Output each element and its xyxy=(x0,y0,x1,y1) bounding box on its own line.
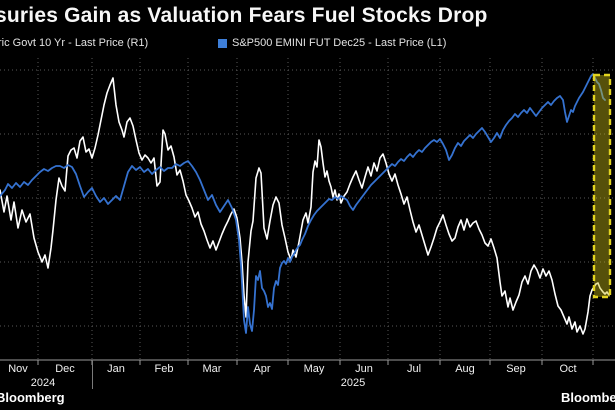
month-label-apr: Apr xyxy=(253,363,271,375)
legend-item-govt-10yr: ric Govt 10 Yr - Last Price (R1) xyxy=(0,37,148,49)
bloomberg-logo-left: Bloomberg xyxy=(0,390,65,405)
highlight-box-border xyxy=(592,73,612,299)
chart-title: suries Gain as Valuation Fears Fuel Stoc… xyxy=(0,4,488,27)
chart-svg xyxy=(0,58,615,365)
blue-square-legend-icon xyxy=(218,38,227,48)
legend-label-sp500-emini: S&P500 EMINI FUT Dec25 - Last Price (L1) xyxy=(232,37,447,49)
govt-10yr-line xyxy=(0,77,610,335)
month-label-sep: Sep xyxy=(506,363,526,375)
month-label-oct: Oct xyxy=(559,363,577,375)
sp500-emini-line xyxy=(0,73,606,334)
month-label-jan: Jan xyxy=(107,363,125,375)
chart-legend: ric Govt 10 Yr - Last Price (R1) S&P500 … xyxy=(0,37,615,51)
x-axis-month-labels: Nov Dec Jan Feb Mar Apr May Jun Jul Aug Sep Oct xyxy=(0,363,615,376)
month-label-nov: Nov xyxy=(8,363,28,375)
legend-item-sp500-emini: S&P500 EMINI FUT Dec25 - Last Price (L1) xyxy=(218,37,446,49)
month-label-dec: Dec xyxy=(55,363,75,375)
chart-plot-area xyxy=(0,55,615,367)
month-label-mar: Mar xyxy=(202,363,222,375)
month-label-jul: Jul xyxy=(406,363,422,375)
year-divider-line xyxy=(92,361,93,389)
highlight-box-fill xyxy=(594,75,610,297)
month-label-may: May xyxy=(303,363,325,375)
year-label-2025: 2025 xyxy=(340,377,366,389)
x-axis-year-labels: 2024 2025 xyxy=(0,377,615,390)
month-label-feb: Feb xyxy=(154,363,174,375)
legend-label-govt-10yr: ric Govt 10 Yr - Last Price (R1) xyxy=(0,37,149,49)
month-label-aug: Aug xyxy=(455,363,475,375)
bloomberg-logo-right: Bloomberg xyxy=(561,390,615,405)
year-label-2024: 2024 xyxy=(30,377,56,389)
month-label-jun: Jun xyxy=(355,363,373,375)
